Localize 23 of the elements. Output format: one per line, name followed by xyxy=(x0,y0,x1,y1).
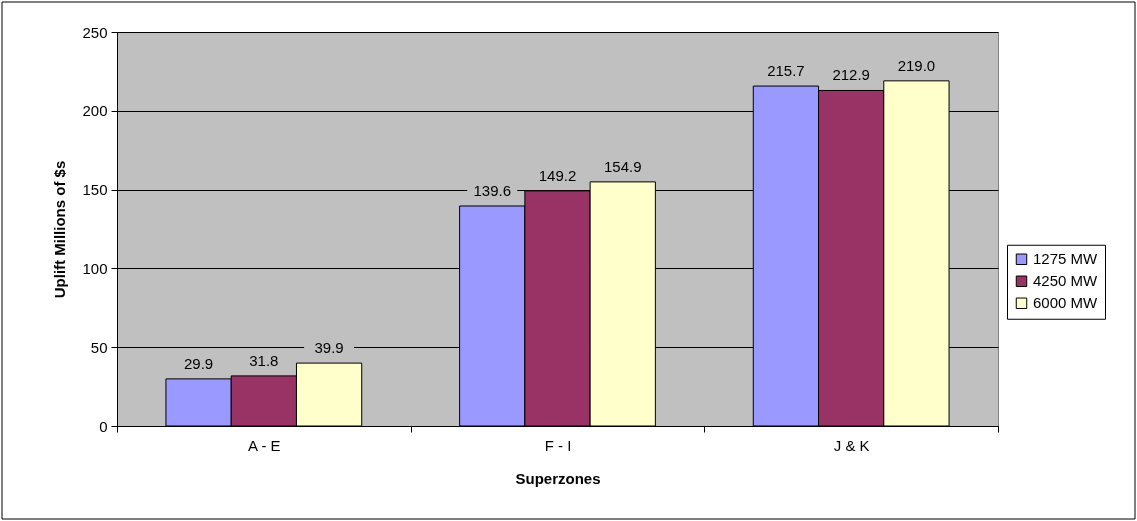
legend-label: 6000 MW xyxy=(1033,294,1099,312)
y-tick-label: 150 xyxy=(82,181,108,199)
y-tick-label: 100 xyxy=(82,259,108,277)
y-tick-label: 0 xyxy=(99,417,108,435)
data-label: 215.7 xyxy=(767,62,805,80)
data-label: 212.9 xyxy=(832,66,870,84)
data-label: 219.0 xyxy=(897,56,936,74)
legend-label: 4250 MW xyxy=(1033,272,1099,290)
y-axis-title: Uplift Millions of $s xyxy=(51,160,69,299)
y-tick-label: 200 xyxy=(82,102,108,120)
data-label: 29.9 xyxy=(183,354,214,372)
data-label: 31.8 xyxy=(249,351,279,369)
legend-label: 1275 MW xyxy=(1033,250,1099,268)
data-label: 39.9 xyxy=(314,339,344,357)
data-label: 154.9 xyxy=(603,157,642,175)
y-tick-label: 250 xyxy=(82,23,108,41)
data-label: 139.6 xyxy=(473,181,512,199)
x-tick-label: J & K xyxy=(833,436,870,454)
x-tick-label: F - I xyxy=(544,436,572,454)
data-label: 149.2 xyxy=(538,166,577,184)
x-tick-label: A - E xyxy=(248,436,281,454)
x-axis-title: Superzones xyxy=(515,469,601,487)
y-tick-label: 50 xyxy=(90,338,108,356)
